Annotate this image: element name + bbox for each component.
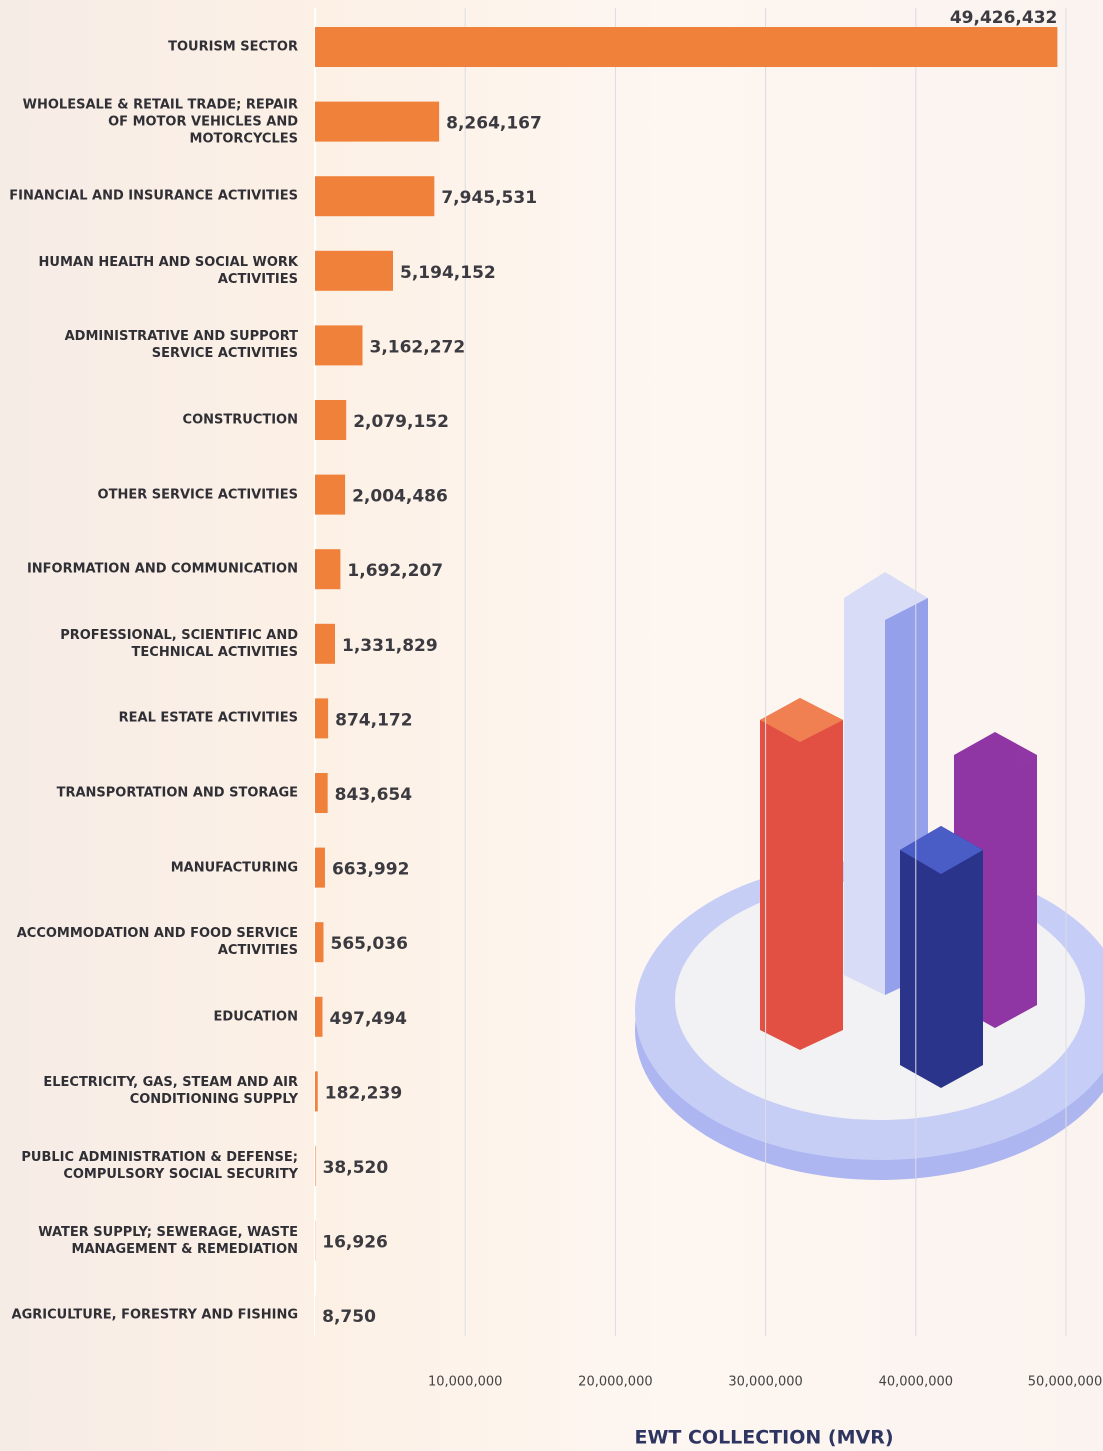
- bar: [315, 400, 346, 440]
- x-tick-label: 20,000,000: [578, 1375, 652, 1390]
- value-label: 38,520: [323, 1158, 389, 1178]
- bar: [315, 176, 434, 216]
- value-label: 843,654: [335, 785, 413, 805]
- category-label: PUBLIC ADMINISTRATION & DEFENSE; COMPULS…: [0, 1149, 298, 1183]
- chart-page: EWT COLLECTION (MVR) 10,000,000 20,000,00…: [0, 0, 1103, 1451]
- category-label: PROFESSIONAL, SCIENTIFIC AND TECHNICAL A…: [0, 627, 298, 661]
- bar: [315, 27, 1057, 67]
- category-label: TOURISM SECTOR: [0, 39, 298, 56]
- category-label: ACCOMMODATION AND FOOD SERVICE ACTIVITIE…: [0, 925, 298, 959]
- bar: [315, 1146, 316, 1186]
- bar: [315, 549, 340, 589]
- value-label: 1,692,207: [347, 561, 443, 581]
- category-label: EDUCATION: [0, 1008, 298, 1025]
- bar: [315, 325, 362, 365]
- x-axis-title: EWT COLLECTION (MVR): [634, 1427, 893, 1449]
- value-label: 3,162,272: [369, 337, 465, 357]
- category-label: OTHER SERVICE ACTIVITIES: [0, 486, 298, 503]
- value-label: 8,750: [322, 1307, 376, 1327]
- bar: [315, 475, 345, 515]
- category-label: CONSTRUCTION: [0, 412, 298, 429]
- value-label: 5,194,152: [400, 263, 496, 283]
- value-label: 497,494: [329, 1009, 407, 1029]
- bar: [315, 1071, 318, 1111]
- category-label: TRANSPORTATION AND STORAGE: [0, 785, 298, 802]
- value-label: 16,926: [322, 1233, 388, 1253]
- bar: [315, 624, 335, 664]
- category-label: INFORMATION AND COMMUNICATION: [0, 561, 298, 578]
- value-label: 663,992: [332, 860, 409, 880]
- category-label: MANUFACTURING: [0, 859, 298, 876]
- value-label: 2,079,152: [353, 412, 449, 432]
- bar: [315, 848, 325, 888]
- x-tick-label: 40,000,000: [879, 1375, 953, 1390]
- bar: [315, 698, 328, 738]
- value-label: 7,945,531: [441, 188, 537, 208]
- value-label: 182,239: [325, 1083, 402, 1103]
- category-label: HUMAN HEALTH AND SOCIAL WORK ACTIVITIES: [0, 254, 298, 288]
- category-label: REAL ESTATE ACTIVITIES: [0, 710, 298, 727]
- x-tick-label: 50,000,000: [1028, 1375, 1102, 1390]
- value-label: 1,331,829: [342, 636, 438, 656]
- value-label: 565,036: [330, 934, 407, 954]
- value-label: 874,172: [335, 710, 412, 730]
- category-label: FINANCIAL AND INSURANCE ACTIVITIES: [0, 188, 298, 205]
- category-label: ELECTRICITY, GAS, STEAM AND AIR CONDITIO…: [0, 1074, 298, 1108]
- x-tick-label: 30,000,000: [728, 1375, 802, 1390]
- value-label: 8,264,167: [446, 114, 542, 134]
- bar: [315, 102, 439, 142]
- bar: [315, 773, 328, 813]
- bar: [315, 251, 393, 291]
- decorative-illustration: [635, 572, 1103, 1180]
- x-tick-label: 10,000,000: [428, 1375, 502, 1390]
- value-label: 49,426,432: [950, 8, 1058, 28]
- bar: [315, 997, 322, 1037]
- category-label: WATER SUPPLY; SEWERAGE, WASTE MANAGEMENT…: [0, 1224, 298, 1258]
- category-label: WHOLESALE & RETAIL TRADE; REPAIR OF MOTO…: [0, 96, 298, 147]
- bar: [315, 922, 323, 962]
- category-label: AGRICULTURE, FORESTRY AND FISHING: [0, 1307, 298, 1324]
- category-label: ADMINISTRATIVE AND SUPPORT SERVICE ACTIV…: [0, 328, 298, 362]
- value-label: 2,004,486: [352, 487, 448, 507]
